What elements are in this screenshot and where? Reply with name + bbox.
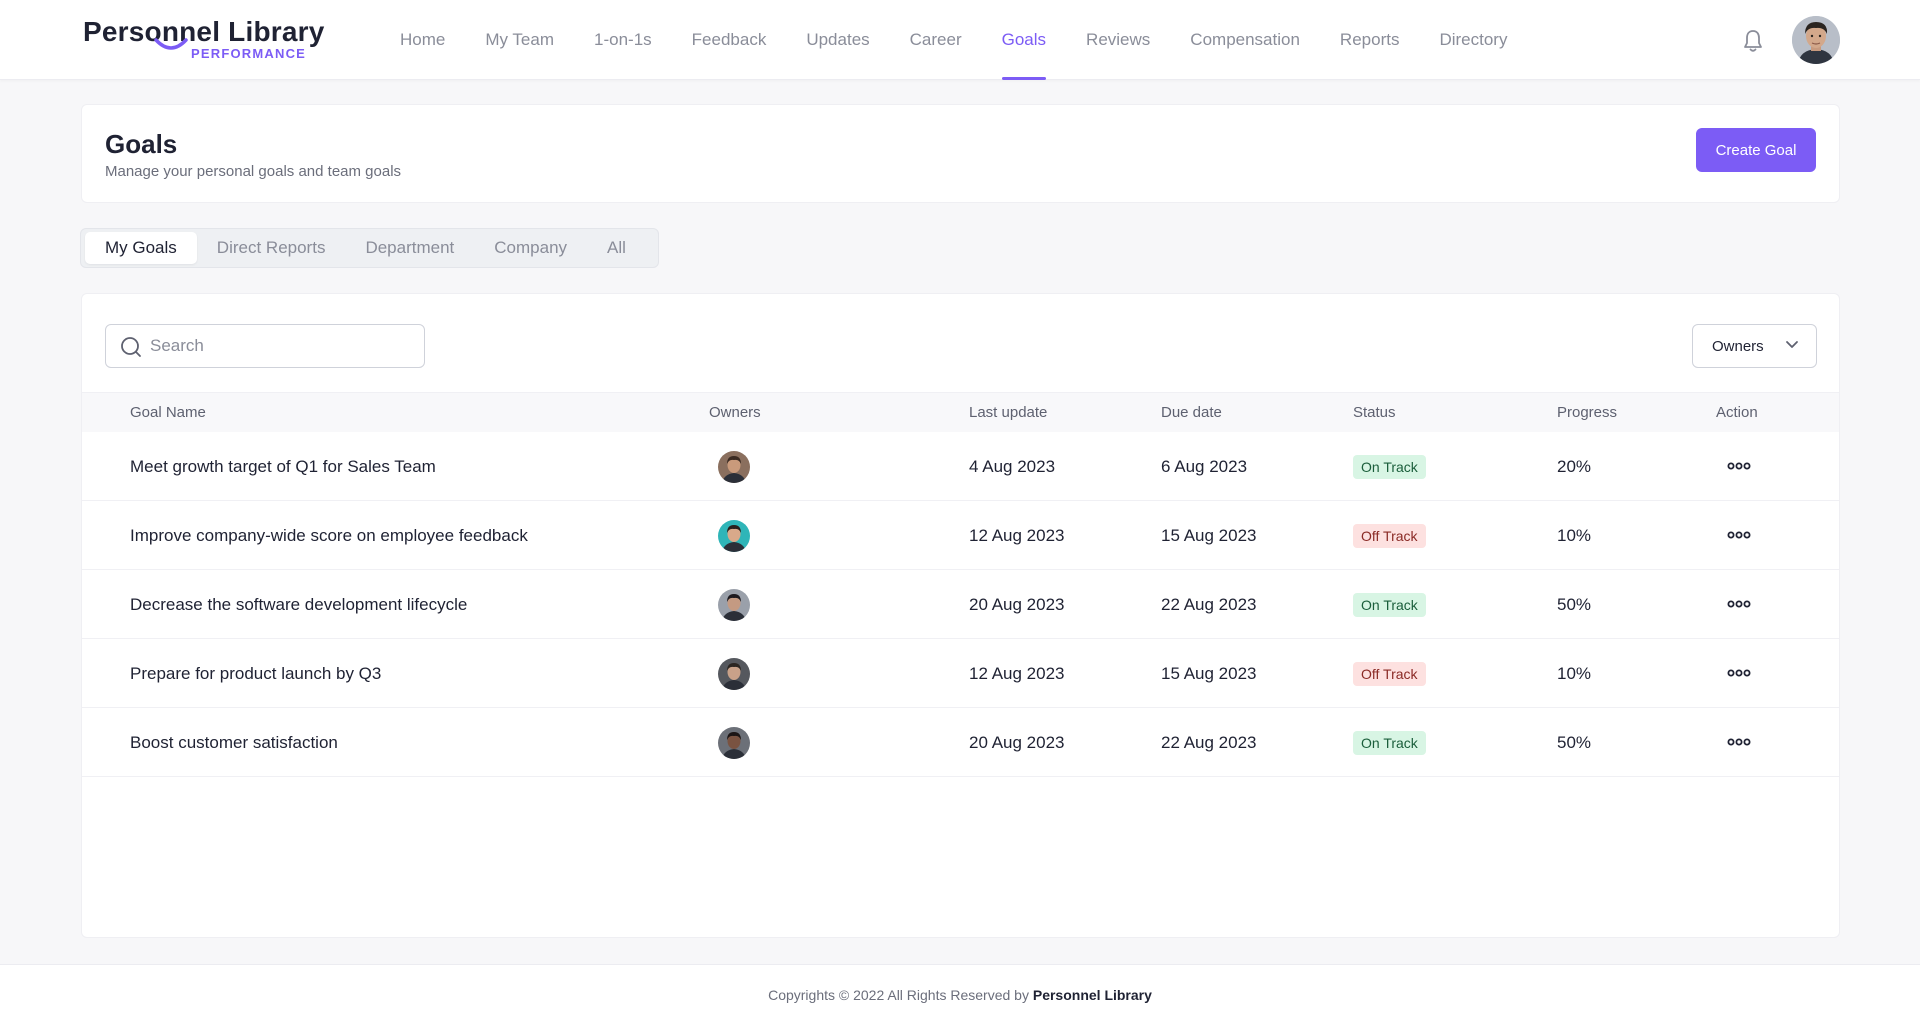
footer-copyright: Copyrights © 2022 All Rights Reserved by [768, 987, 1029, 1003]
page-subtitle: Manage your personal goals and team goal… [105, 163, 402, 180]
table-row[interactable]: Decrease the software development lifecy… [82, 570, 1839, 639]
brand-logo[interactable]: Personnel Library PERFORMANCE [83, 16, 324, 64]
progress-value: 20% [1557, 457, 1592, 476]
table-row[interactable]: Prepare for product launch by Q3 12 Aug 2… [82, 639, 1839, 708]
last-update-date: 20 Aug 2023 [969, 595, 1065, 614]
tab-company[interactable]: Company [494, 238, 568, 257]
column-progress[interactable]: Progress [1557, 404, 1618, 421]
progress-value: 10% [1557, 664, 1592, 683]
last-update-date: 12 Aug 2023 [969, 526, 1065, 545]
last-update-date: 12 Aug 2023 [969, 664, 1065, 683]
owner-avatar[interactable] [718, 658, 750, 690]
progress-value: 50% [1557, 733, 1592, 752]
search-icon [121, 337, 141, 357]
owner-avatar[interactable] [718, 520, 750, 552]
status-badge: On Track [1353, 731, 1426, 755]
status-badge: Off Track [1353, 662, 1426, 686]
column-last-update[interactable]: Last update [969, 404, 1048, 421]
goal-name[interactable]: Meet growth target of Q1 for Sales Team [130, 457, 436, 476]
column-due-date[interactable]: Due date [1161, 404, 1222, 421]
nav-item-my-team[interactable]: My Team [485, 30, 555, 49]
due-date: 22 Aug 2023 [1161, 595, 1257, 614]
logo-smile-icon [154, 38, 188, 50]
nav-item-home[interactable]: Home [400, 30, 446, 49]
nav-item-feedback[interactable]: Feedback [691, 30, 767, 49]
nav-item-1-on-1s[interactable]: 1-on-1s [594, 30, 652, 49]
tab-my-goals[interactable]: My Goals [85, 232, 197, 264]
bell-icon[interactable] [1741, 28, 1765, 54]
user-avatar-image [1792, 16, 1840, 64]
nav-item-directory[interactable]: Directory [1439, 30, 1508, 49]
nav-item-compensation[interactable]: Compensation [1190, 30, 1300, 49]
page-title: Goals [105, 129, 178, 159]
table-row[interactable]: Improve company-wide score on employee f… [82, 501, 1839, 570]
due-date: 6 Aug 2023 [1161, 457, 1248, 476]
tab-direct-reports[interactable]: Direct Reports [216, 238, 326, 257]
column-goal-name[interactable]: Goal Name [130, 404, 206, 421]
due-date: 15 Aug 2023 [1161, 664, 1257, 683]
owner-avatar[interactable] [718, 451, 750, 483]
nav-item-updates[interactable]: Updates [806, 30, 870, 49]
tab-all[interactable]: All [607, 238, 626, 257]
owners-filter-dropdown[interactable]: Owners [1692, 324, 1817, 368]
brand-subtitle: PERFORMANCE [191, 46, 307, 61]
create-goal-button[interactable]: Create Goal [1696, 128, 1816, 172]
column-owners[interactable]: Owners [709, 404, 761, 421]
column-action: Action [1716, 404, 1758, 421]
footer-brand[interactable]: Personnel Library [1032, 987, 1152, 1003]
due-date: 15 Aug 2023 [1161, 526, 1257, 545]
nav-item-career[interactable]: Career [909, 30, 962, 49]
due-date: 22 Aug 2023 [1161, 733, 1257, 752]
progress-value: 50% [1557, 595, 1592, 614]
more-options-icon[interactable] [1727, 527, 1751, 543]
nav-item-reports[interactable]: Reports [1339, 30, 1400, 49]
goals-table-card: Owners Goal Name Owners Last update Due … [81, 293, 1840, 938]
status-badge: Off Track [1353, 524, 1426, 548]
table-header: Goal Name Owners Last update Due date St… [82, 392, 1839, 432]
page-header: Goals Manage your personal goals and tea… [81, 104, 1840, 203]
search-input[interactable] [150, 325, 410, 367]
main-nav: Home My Team 1-on-1s Feedback Updates Career G… [380, 0, 1527, 80]
table-row[interactable]: Meet growth target of Q1 for Sales Team 4… [82, 432, 1839, 501]
more-options-icon[interactable] [1727, 596, 1751, 612]
progress-value: 10% [1557, 526, 1592, 545]
nav-item-goals[interactable]: Goals [982, 0, 1066, 80]
more-options-icon[interactable] [1727, 665, 1751, 681]
goal-name[interactable]: Improve company-wide score on employee f… [130, 526, 528, 545]
goal-name[interactable]: Prepare for product launch by Q3 [130, 664, 382, 683]
owner-avatar[interactable] [718, 589, 750, 621]
more-options-icon[interactable] [1727, 458, 1751, 474]
goal-scope-tabs: My Goals Direct Reports Department Company A… [80, 228, 659, 268]
owner-avatar[interactable] [718, 727, 750, 759]
chevron-down-icon [1786, 341, 1798, 348]
table-row[interactable]: Boost customer satisfaction 20 Aug 2023 22… [82, 708, 1839, 777]
brand-name: Personnel Library [83, 16, 325, 47]
top-navigation-bar: Personnel Library PERFORMANCE Home My Tea… [0, 0, 1920, 80]
column-status[interactable]: Status [1353, 404, 1396, 421]
goal-name[interactable]: Decrease the software development lifecy… [130, 595, 468, 614]
nav-item-reviews[interactable]: Reviews [1086, 30, 1151, 49]
tab-department[interactable]: Department [365, 238, 455, 257]
status-badge: On Track [1353, 593, 1426, 617]
status-badge: On Track [1353, 455, 1426, 479]
goal-name[interactable]: Boost customer satisfaction [130, 733, 338, 752]
more-options-icon[interactable] [1727, 734, 1751, 750]
search-box[interactable] [105, 324, 425, 368]
user-avatar[interactable] [1792, 16, 1840, 64]
footer: Copyrights © 2022 All Rights Reserved by… [0, 964, 1920, 1024]
last-update-date: 4 Aug 2023 [969, 457, 1056, 476]
last-update-date: 20 Aug 2023 [969, 733, 1065, 752]
owners-filter-label: Owners [1712, 337, 1764, 355]
